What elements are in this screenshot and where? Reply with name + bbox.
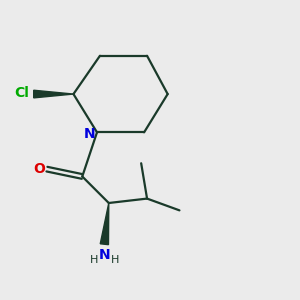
Text: Cl: Cl	[14, 85, 29, 100]
Text: N: N	[84, 127, 95, 141]
Polygon shape	[34, 90, 74, 98]
Text: H: H	[110, 255, 119, 266]
Text: O: O	[33, 162, 45, 176]
Polygon shape	[100, 203, 109, 245]
Text: N: N	[98, 248, 110, 262]
Text: H: H	[90, 255, 98, 266]
